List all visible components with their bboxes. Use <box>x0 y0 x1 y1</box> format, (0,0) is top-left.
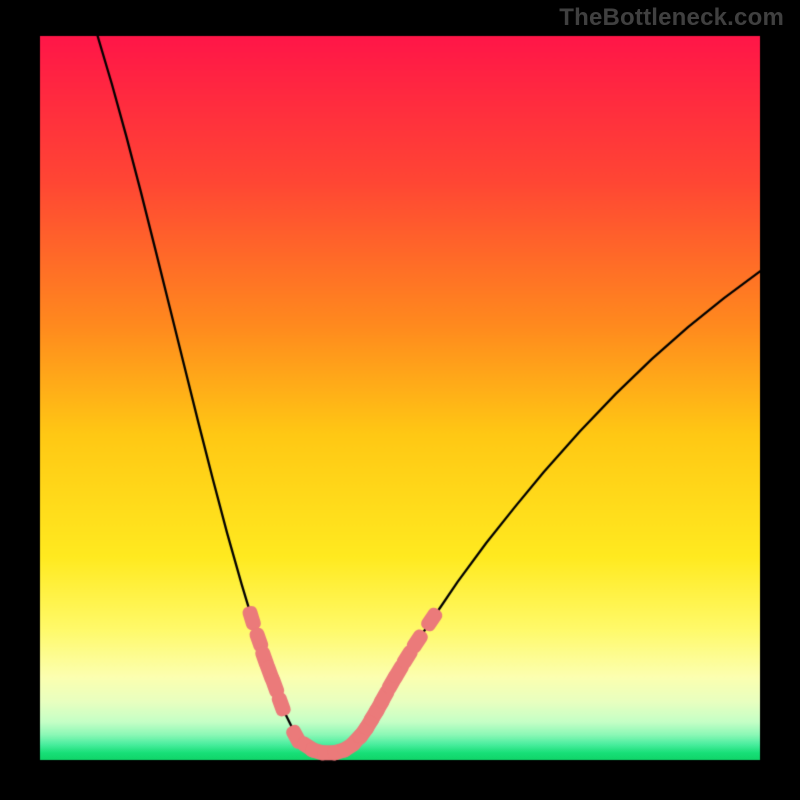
bottleneck-chart-canvas <box>0 0 800 800</box>
watermark-text: TheBottleneck.com <box>559 4 784 32</box>
